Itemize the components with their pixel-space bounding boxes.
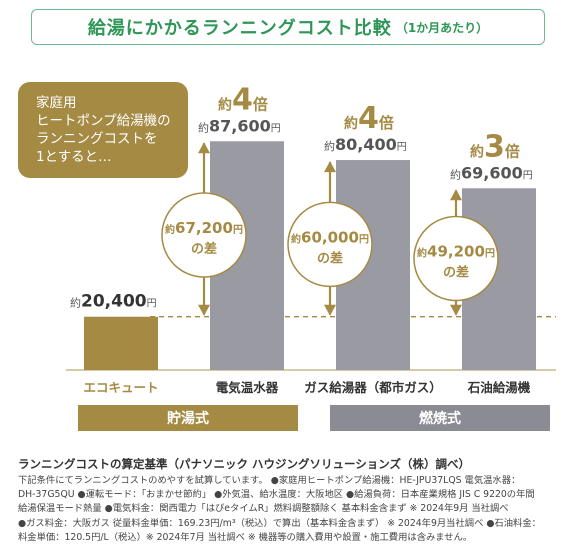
- multiplier-label-1: 約4倍: [218, 82, 268, 117]
- value-label-0: 約20,400円: [70, 292, 157, 312]
- difference-arrow-up-3: [450, 189, 462, 201]
- value-label-1: 約87,600円: [198, 116, 281, 135]
- difference-arrow-down-3: [450, 304, 462, 316]
- group-bar-0: [78, 405, 298, 431]
- difference-circle-1: [161, 192, 247, 278]
- chart-svg: 約20,400円エコキュート約87,600円電気温水器約4倍約67,200円の差…: [66, 82, 556, 431]
- difference-value-1: 約67,200円: [165, 219, 243, 237]
- value-label-3: 約69,600円: [450, 163, 533, 182]
- difference-suffix-1: の差: [191, 241, 217, 257]
- footnote-body: 下記条件にてランニングコストのめやすを試算しています。 ●家庭用ヒートポンプ給湯…: [18, 475, 541, 543]
- value-label-2: 約80,400円: [324, 135, 407, 154]
- category-label-3: 石油給湯機: [467, 380, 531, 395]
- category-label-0: エコキュート: [83, 380, 158, 395]
- multiplier-label-3: 約3倍: [470, 129, 520, 164]
- title-sub: （1か月あたり）: [395, 20, 489, 35]
- speech-bubble: 家庭用 ヒートポンプ給湯機の ランニングコストを 1とすると…: [18, 82, 188, 178]
- category-label-2: ガス給湯器（都市ガス）: [304, 380, 442, 395]
- category-label-1: 電気温水器: [216, 380, 279, 395]
- difference-value-3: 約49,200円: [417, 243, 495, 261]
- difference-arrow-down-2: [324, 304, 336, 316]
- group-label-0: 貯湯式: [167, 410, 209, 427]
- group-label-1: 燃焼式: [419, 410, 461, 427]
- group-bar-1: [330, 405, 550, 431]
- difference-circle-2: [287, 201, 373, 288]
- multiplier-label-2: 約4倍: [344, 101, 394, 136]
- title-main: 給湯にかかるランニングコスト比較: [87, 18, 392, 39]
- difference-suffix-2: の差: [317, 250, 343, 266]
- difference-arrow-up-2: [324, 161, 336, 173]
- bar-0: [84, 316, 158, 370]
- chart-title: 給湯にかかるランニングコスト比較 （1か月あたり）: [31, 9, 545, 45]
- difference-suffix-3: の差: [443, 265, 469, 281]
- difference-arrow-up-1: [198, 142, 210, 154]
- difference-value-2: 約60,000円: [291, 228, 369, 246]
- difference-arrow-down-1: [198, 304, 210, 316]
- footnote-title: ランニングコストの算定基準（パナソニック ハウジングソリューションズ（株）調べ）: [18, 457, 471, 471]
- difference-circle-3: [413, 215, 499, 302]
